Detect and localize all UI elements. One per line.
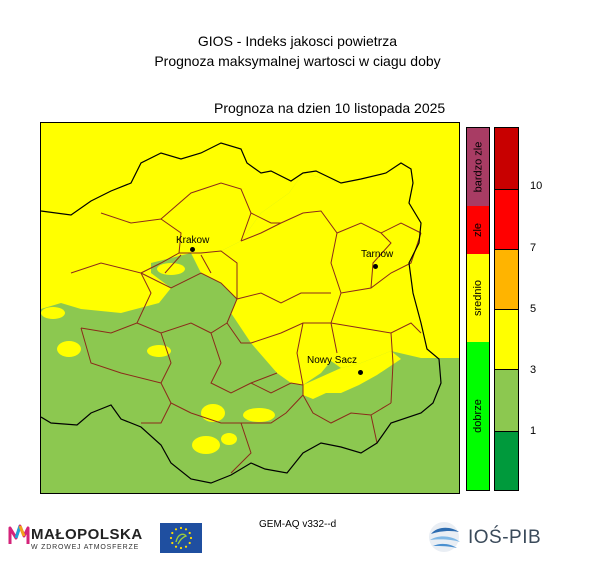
scale-tick-5: 5 — [530, 303, 537, 315]
yellow-patch — [57, 341, 81, 357]
category-label-very-bad: bardzo zle — [472, 141, 485, 193]
city-label-tarnow: Tarnow — [361, 249, 394, 260]
index-scale-legend — [494, 127, 519, 491]
map-subtitle: Prognoza maksymalnej wartosci w ciagu do… — [154, 53, 441, 69]
category-bad — [467, 206, 489, 254]
yellow-patch — [147, 345, 171, 357]
yellow-patch — [41, 307, 65, 319]
scale-tick-1: 1 — [530, 425, 537, 437]
yellow-patch — [103, 225, 123, 237]
district-borders — [70, 182, 422, 474]
scale-step — [495, 190, 518, 250]
model-label: GEM-AQ v332--d — [259, 519, 337, 530]
yellow-patch — [243, 408, 275, 422]
scale-step — [495, 310, 518, 370]
air-quality-map: Krakow Tarnow Nowy Sacz — [40, 122, 460, 494]
map-title: GIOS - Indeks jakosci powietrza — [197, 33, 398, 49]
malopolska-logo-subtext: W ZDROWEJ ATMOSFERZE — [31, 544, 140, 551]
ios-pib-logo-text: IOŚ-PIB — [468, 527, 542, 548]
nowy-sacz-marker — [358, 370, 363, 375]
voivodeship-border — [41, 142, 442, 484]
category-average — [467, 254, 489, 342]
yellow-patch — [192, 436, 220, 454]
scale-step — [495, 128, 518, 190]
scale-step — [495, 432, 518, 490]
map-canvas — [41, 123, 459, 493]
yellow-zone-north — [41, 123, 459, 313]
scale-tick-3: 3 — [530, 364, 537, 376]
yellow-patch — [221, 433, 237, 445]
city-label-nowy-sacz: Nowy Sacz — [307, 355, 358, 366]
yellow-patch — [157, 263, 185, 275]
category-good — [467, 342, 489, 490]
yellow-zone-nowy-sacz — [303, 351, 401, 399]
yellow-patch — [201, 404, 225, 422]
scale-tick-10: 10 — [530, 180, 543, 192]
category-label-bad: zle — [472, 222, 484, 238]
malopolska-logo-text: MAŁOPOLSKA — [31, 526, 143, 543]
category-very-bad — [467, 128, 489, 206]
ios-pib-logo-icon — [429, 522, 460, 552]
yellow-patch — [79, 293, 123, 309]
category-legend: bardzo zle zle srednio dobrze — [466, 127, 490, 491]
category-label-average: srednio — [472, 279, 485, 317]
eu-stars-icon — [169, 526, 193, 550]
forecast-date: Prognoza na dzien 10 listopada 2025 — [214, 100, 446, 116]
city-label-krakow: Krakow — [176, 235, 210, 246]
scale-step — [495, 370, 518, 432]
malopolska-logo-icon — [8, 524, 30, 544]
scale-step — [495, 250, 518, 310]
scale-tick-7: 7 — [530, 242, 537, 254]
category-label-good: dobrze — [472, 399, 485, 433]
tarnow-marker — [373, 264, 378, 269]
krakow-marker — [190, 247, 195, 252]
eu-life-logo-icon — [160, 523, 202, 553]
